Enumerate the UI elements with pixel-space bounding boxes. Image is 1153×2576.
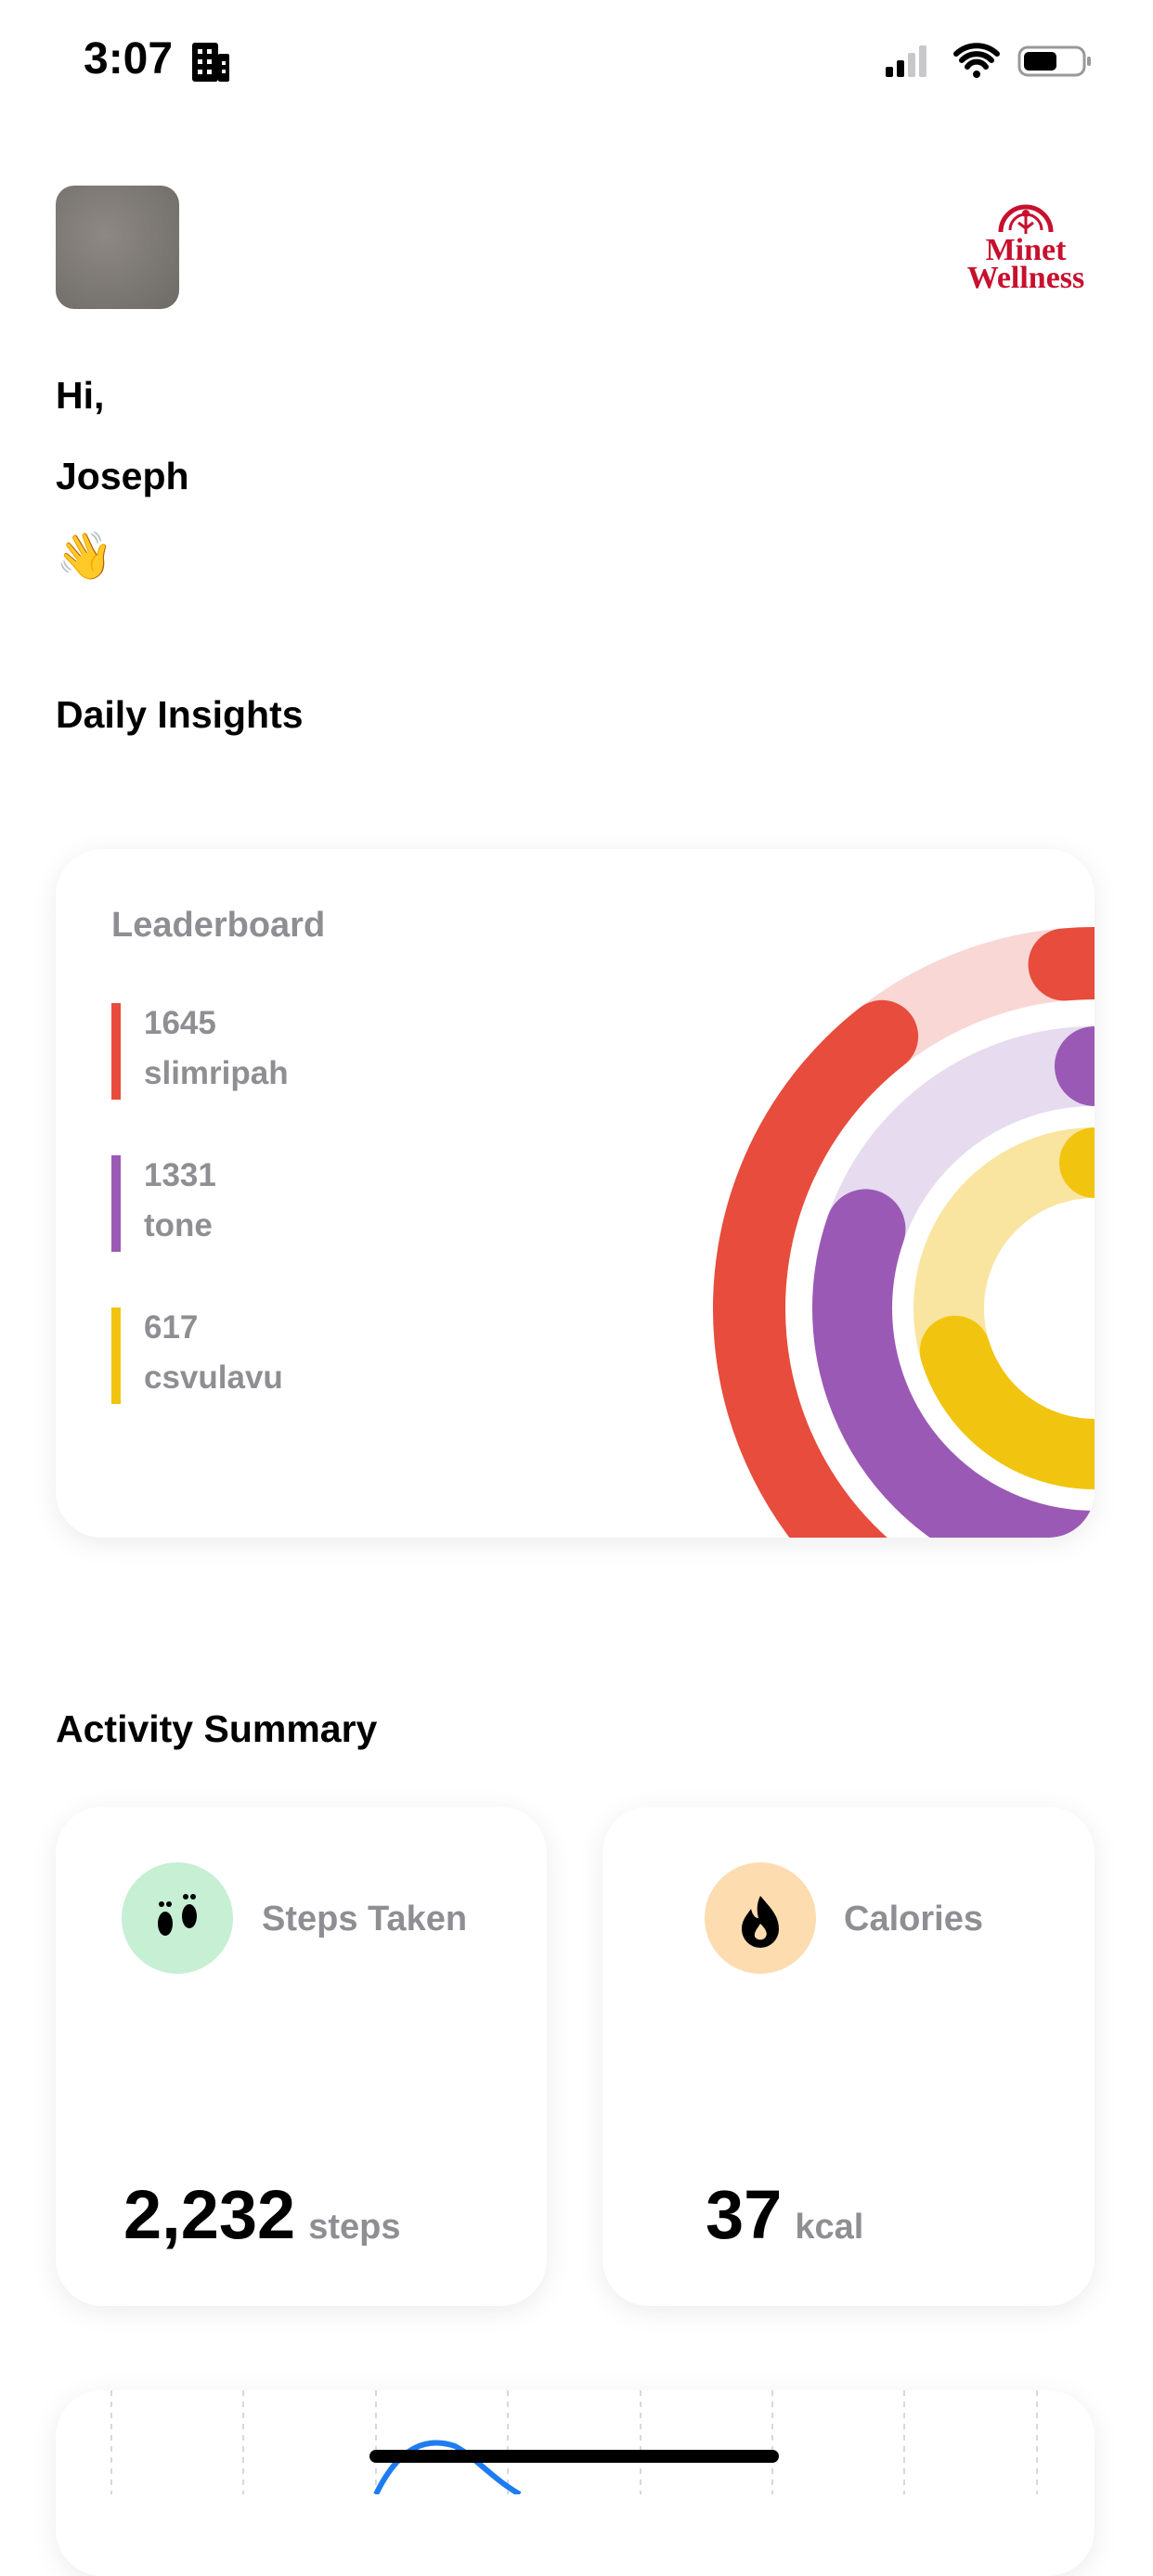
- metric: 37 kcal: [706, 2181, 863, 2249]
- logo: Minet Wellness: [967, 204, 1085, 295]
- username: csvulavu: [144, 1359, 283, 1396]
- steps-card[interactable]: Steps Taken 2,232 steps: [56, 1807, 547, 2306]
- page: Home {"status_bar": {"time": "3:07"}, "h…: [56, 34, 1095, 2494]
- status-icon: [192, 43, 229, 82]
- metric-unit: kcal: [795, 2208, 864, 2247]
- metric-value: 2,232: [123, 2176, 296, 2253]
- chart-preview: [110, 2390, 1038, 2494]
- score: 1331: [144, 1157, 216, 1193]
- logo-line: Wellness: [967, 261, 1085, 295]
- leaderboard-rings: [713, 927, 1095, 1538]
- calories-card[interactable]: Calories 37 kcal: [602, 1807, 1095, 2306]
- rank-bar: [111, 1003, 121, 1100]
- username: tone: [144, 1207, 213, 1243]
- metric: 2,232 steps: [123, 2181, 400, 2249]
- card-label: Steps Taken: [262, 1900, 468, 1938]
- avatar[interactable]: [56, 186, 179, 309]
- rank-bar: [111, 1155, 121, 1252]
- calories-icon: [705, 1862, 816, 1974]
- leaderboard-card[interactable]: Leaderboard 1645 slimripah 1331 tone 617…: [56, 849, 1095, 1538]
- greeting: Hi,: [56, 374, 105, 417]
- wave-emoji: 👋: [56, 529, 114, 583]
- score: 617: [144, 1309, 199, 1346]
- screen: 3:07 Minet Wellness Hi, Joseph 👋 Daily I…: [56, 34, 1095, 2494]
- chart-card: [56, 2390, 1095, 2576]
- metric-value: 37: [706, 2176, 783, 2253]
- rank-bar: [111, 1307, 121, 1404]
- logo-line: Minet: [986, 233, 1068, 267]
- card-title: Leaderboard: [111, 906, 326, 945]
- steps-icon: [122, 1862, 233, 1974]
- section-title: Activity Summary: [56, 1707, 378, 1750]
- section-title: Daily Insights: [56, 693, 304, 736]
- card-label: Calories: [844, 1900, 983, 1938]
- status-time: 3:07: [84, 34, 174, 84]
- status-icons: [886, 43, 1091, 78]
- home-indicator: [369, 2450, 779, 2463]
- metric-unit: steps: [308, 2208, 401, 2247]
- user-name: Joseph: [56, 455, 189, 497]
- score: 1645: [144, 1005, 216, 1041]
- username: slimripah: [144, 1055, 289, 1091]
